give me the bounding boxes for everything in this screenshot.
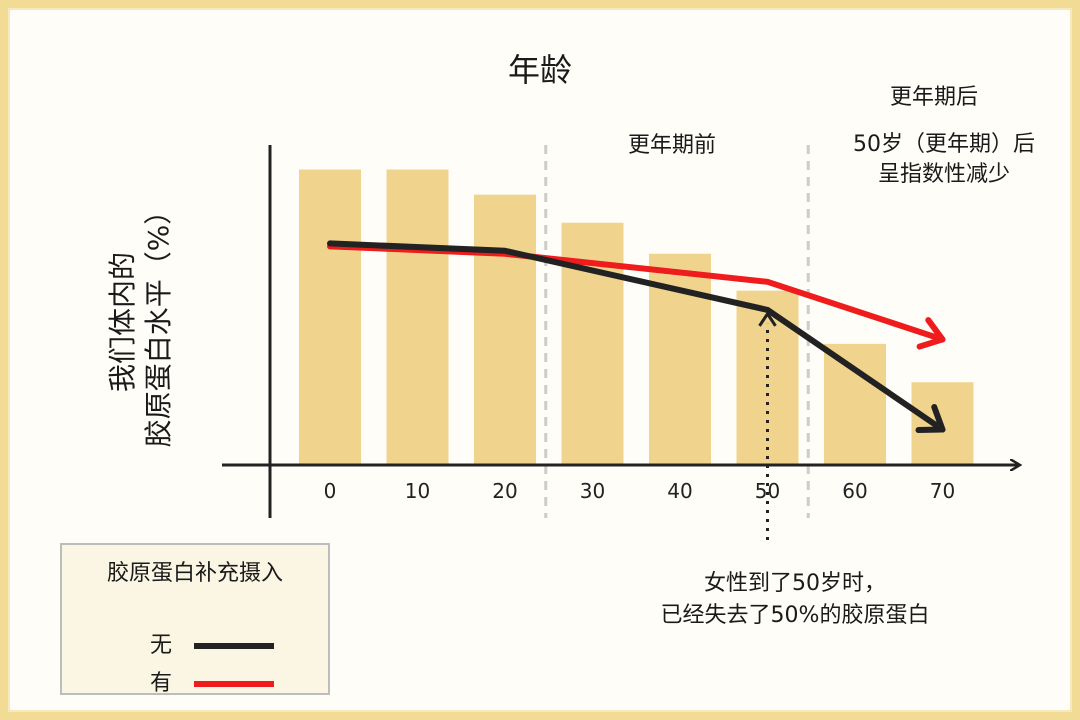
bar-20 [474, 194, 536, 465]
x-tick-30: 30 [580, 479, 605, 503]
series-arrowhead-without [915, 404, 946, 434]
series-lines-group [327, 240, 946, 434]
x-tick-40: 40 [667, 479, 692, 503]
y-axis-label-line-1: 我们体内的 [106, 252, 139, 393]
legend-item-with: 有 [150, 669, 330, 699]
x-tick-50: 50 [755, 479, 780, 503]
bar-0 [299, 169, 361, 465]
card-inner-border [8, 8, 1072, 712]
axes-group [222, 145, 1020, 518]
zone-note-line-1: 50岁（更年期）后 [853, 132, 1035, 157]
callout-line-1: 女性到了50岁时， [704, 571, 886, 596]
legend-swatch-with [194, 681, 274, 687]
chart-title: 年龄 [507, 51, 572, 89]
zone-label-pre: 更年期前 [628, 133, 717, 158]
bar-10 [386, 169, 449, 465]
y-axis-label-line-2: 胶原蛋白水平（%） [142, 196, 175, 448]
callout-text: 女性到了50岁时， 已经失去了50%的胶原蛋白 [600, 568, 990, 632]
bar-60 [824, 343, 886, 465]
callout-arrow [758, 311, 777, 540]
series-line-without [327, 240, 946, 433]
bars-group [299, 169, 974, 465]
x-tick-10: 10 [405, 479, 430, 503]
zone-label-post: 更年期后 [890, 85, 979, 110]
callout-line-2: 已经失去了50%的胶原蛋白 [660, 603, 930, 628]
dividers-group [544, 145, 810, 518]
zone-note-post: 50岁（更年期）后 呈指数性减少 [834, 130, 1054, 190]
x-tick-labels: 0 10 20 30 40 50 60 70 [324, 479, 956, 503]
legend-swatch-without [194, 643, 274, 649]
callout-arrowhead [758, 311, 777, 327]
y-axis-label: 我们体内的 胶原蛋白水平（%） [105, 167, 185, 477]
x-tick-60: 60 [842, 479, 867, 503]
legend-title: 胶原蛋白补充摄入 [106, 561, 283, 586]
legend-item-without: 无 [150, 631, 330, 661]
x-tick-20: 20 [492, 479, 517, 503]
zone-note-line-2: 呈指数性减少 [877, 162, 1010, 187]
x-tick-0: 0 [324, 479, 337, 503]
legend-label-with: 有 [150, 671, 173, 696]
x-tick-70: 70 [930, 479, 955, 503]
series-arrowhead-with [916, 317, 946, 350]
legend: 胶原蛋白补充摄入 无 有 [60, 543, 330, 696]
legend-label-without: 无 [150, 633, 173, 658]
